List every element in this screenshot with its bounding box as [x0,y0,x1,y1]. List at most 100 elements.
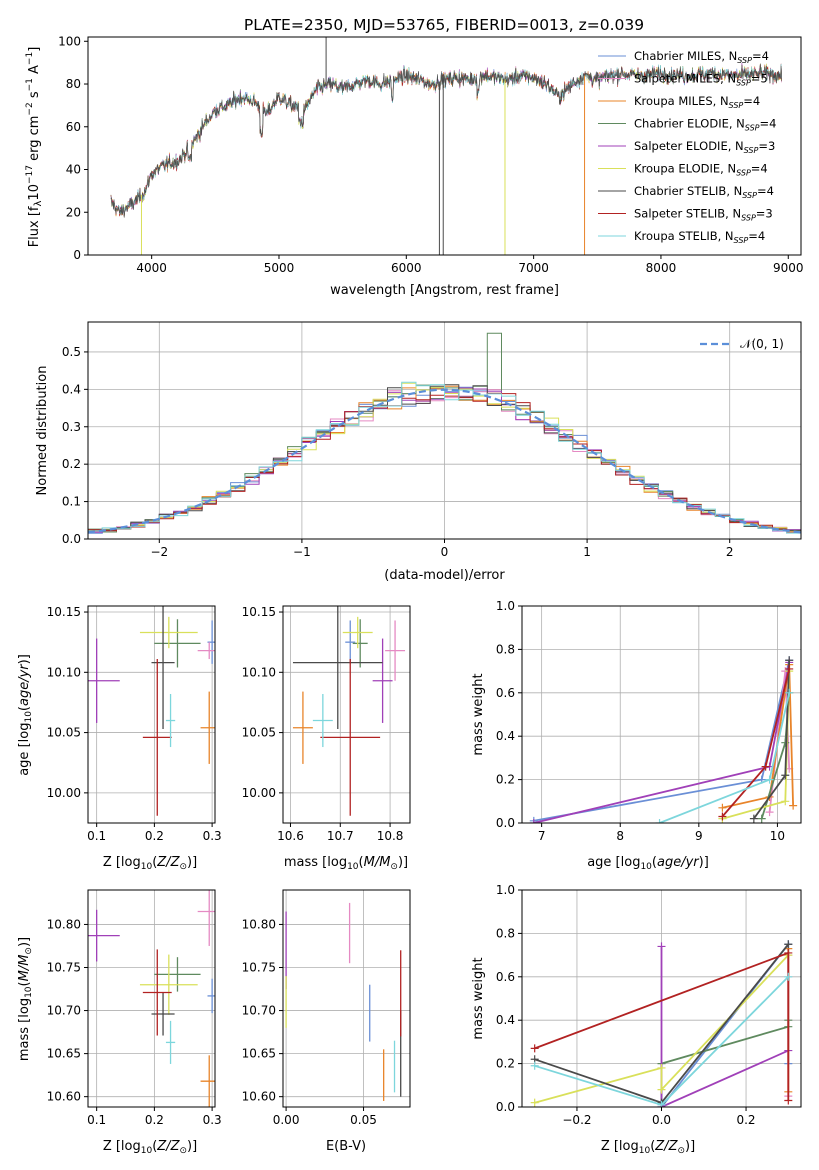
spectrum-ylabel: Flux [fλ10−17 erg cm−2 s−1 A−1] [25,47,44,248]
hist-step-kroupa-stelib [88,381,801,536]
weight-vs-Z-marker [530,1098,539,1107]
age-vs-mass-xtick-label: 10.8 [377,829,404,843]
mass-vs-EBV-ytick-label: 10.70 [242,1004,276,1018]
spectrum-xtick-label: 5000 [264,261,295,275]
wZ-xlabel: Z [log10(Z/Z⊙)] [601,1139,695,1156]
age-vs-Z-xtick-label: 0.3 [203,829,222,843]
weight-vs-age-marker [718,812,727,821]
weight-vs-Z-ytick-label: 0.6 [496,970,515,984]
mass-vs-EBV-ytick-label: 10.60 [242,1090,276,1104]
weight-vs-Z-ytick-label: 1.0 [496,883,515,897]
age-vs-mass-xtick-label: 10.6 [277,829,304,843]
weight-vs-age-marker [655,819,664,823]
legend-label: Kroupa ELODIE, NSSP=4 [634,162,768,178]
weight-vs-Z-xtick-label: 0.2 [736,1113,755,1127]
residuals-ytick-label: 0.1 [62,495,81,509]
weight-vs-age-line [533,660,791,822]
weight-vs-age-marker [765,775,774,784]
legend-label: Kroupa STELIB, NSSP=4 [634,229,765,245]
legend-label: Chabrier MILES, NSSP=4 [634,49,769,65]
mass-vs-EBV-plot-area [285,902,402,1101]
weight-vs-Z-plot-area [530,940,793,1107]
weight-vs-age-marker [749,814,758,823]
mass-vs-Z-ytick-label: 10.70 [47,1004,81,1018]
residuals-xtick-label: −1 [293,545,311,559]
residuals-ytick-label: 0.0 [62,532,81,546]
mass-vs-EBV-xtick-label: 0.00 [273,1113,300,1127]
mass-vs-Z-plot-area [88,890,215,1107]
residuals-xtick-label: 0 [441,545,449,559]
legend-label: Salpeter ELODIE, NSSP=3 [634,139,775,155]
weight-vs-age-ytick-label: 1.0 [496,599,515,613]
weight-vs-Z-ytick-label: 0.0 [496,1100,515,1114]
spectrum-ytick-label: 100 [58,34,81,48]
mass-vs-Z-ytick-label: 10.65 [47,1047,81,1061]
age-vs-Z-plot-area [88,606,215,816]
weight-vs-Z-line [660,1020,790,1103]
weight-vs-Z-ylabel: mass weight [471,957,486,1039]
ageZ-xlabel: Z [log10(Z/Z⊙)] [103,855,197,872]
legend-label: Chabrier STELIB, NSSP=4 [634,184,774,200]
spectrum-ytick-label: 60 [66,120,81,134]
weight-vs-Z-marker [657,1085,666,1094]
weight-vs-Z-marker [784,940,793,949]
spectrum-plot-area [110,37,782,255]
weight-vs-Z-marker [784,948,793,957]
weight-vs-age-xtick-label: 9 [695,829,703,843]
age-vs-mass-ytick-label: 10.10 [242,665,276,679]
weight-vs-age-line [722,664,794,809]
age-vs-mass-xtick-label: 10.7 [327,829,354,843]
legend-label: Salpeter MILES, NSSP=5 [634,72,768,88]
spectrum-line-chabrier-stelib [110,63,782,218]
mass-vs-Z-ytick-label: 10.80 [47,917,81,931]
spectrum-ytick-label: 20 [66,205,81,219]
residuals-xtick-label: 2 [726,545,734,559]
weight-vs-age-marker [765,808,774,817]
weight-vs-Z-marker [657,1100,666,1107]
weight-vs-age-marker [718,803,727,812]
age-vs-Z-ytick-label: 10.05 [47,726,81,740]
weight-vs-age-marker [781,771,790,780]
spectrum-xtick-label: 4000 [136,261,167,275]
legend-label: Kroupa MILES, NSSP=4 [634,94,760,110]
spectrum-xtick-label: 9000 [773,261,804,275]
age-vs-Z-ytick-label: 10.10 [47,665,81,679]
residuals-ytick-label: 0.5 [62,345,81,359]
weight-vs-Z-ytick-label: 0.8 [496,926,515,940]
age-vs-Z-xtick-label: 0.1 [87,829,106,843]
ebv-xlabel: E(B-V) [326,1139,366,1154]
spectrum-xtick-label: 8000 [646,261,677,275]
spectrum-xlabel: wavelength [Angstrom, rest frame] [330,283,559,298]
legend-label: Salpeter STELIB, NSSP=3 [634,207,773,223]
weight-vs-Z-marker [657,1063,666,1072]
age-vs-Z-xtick-label: 0.2 [145,829,164,843]
mass-vs-EBV-ytick-label: 10.80 [242,917,276,931]
weight-vs-age-ytick-label: 0.4 [496,729,515,743]
weight-vs-Z-marker [530,1044,539,1053]
spectrum-ytick-label: 0 [73,248,81,262]
spectrum-frame [87,36,802,256]
age-vs-mass-ytick-label: 10.00 [242,786,276,800]
normal-curve [88,388,801,534]
age-vs-mass-ytick-label: 10.15 [242,605,276,619]
weight-vs-age-marker [785,688,794,697]
spectrum-ytick-label: 40 [66,163,81,177]
weight-vs-age-xtick-label: 10 [770,829,785,843]
weight-vs-age-marker [529,819,538,823]
weight-vs-Z-marker [530,1061,539,1070]
figure-title: PLATE=2350, MJD=53765, FIBERID=0013, z=0… [244,16,644,34]
massZ-ylabel: mass [log10(M/M⊙)] [17,937,34,1061]
weight-vs-age-marker [789,801,798,810]
weight-vs-age-marker [761,762,770,771]
residuals-ylabel: Normed distribution [35,366,50,496]
weight-vs-Z-ytick-label: 0.4 [496,1013,515,1027]
mass-vs-Z-xtick-label: 0.2 [145,1113,164,1127]
weight-vs-age-plot-area [529,656,798,823]
ageZ-ylabel: age [log10(age/yr)] [17,654,34,776]
mass-vs-EBV-ytick-label: 10.75 [242,961,276,975]
spectrum-xtick-label: 6000 [391,261,422,275]
mass-vs-Z-frame [87,889,216,1108]
weight-vs-Z-marker [657,942,666,951]
weight-vs-age-ytick-label: 0.0 [496,816,515,830]
